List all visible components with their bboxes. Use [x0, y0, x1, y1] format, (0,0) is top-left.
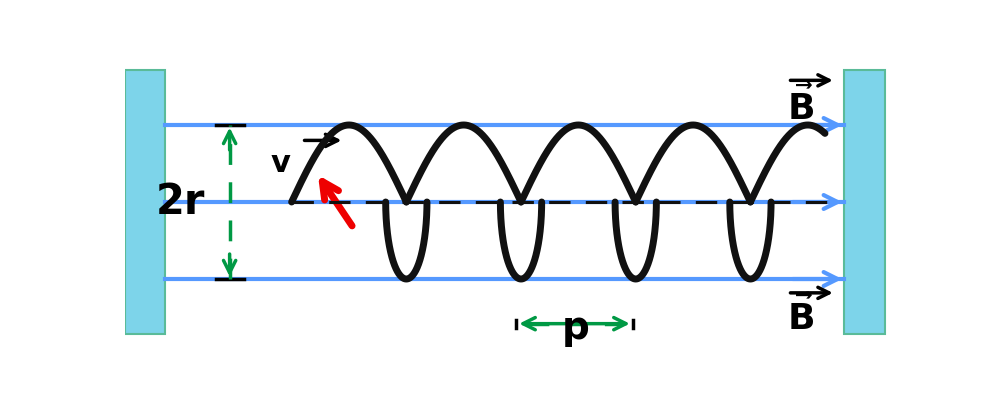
Text: 2r: 2r [156, 181, 205, 223]
Text: p: p [562, 309, 590, 347]
Text: $\mathbf{\vec{B}}$: $\mathbf{\vec{B}}$ [787, 295, 814, 337]
Bar [844, 70, 885, 334]
Bar [125, 70, 165, 334]
Text: v: v [270, 149, 290, 178]
Text: $\mathbf{\vec{B}}$: $\mathbf{\vec{B}}$ [787, 86, 814, 127]
